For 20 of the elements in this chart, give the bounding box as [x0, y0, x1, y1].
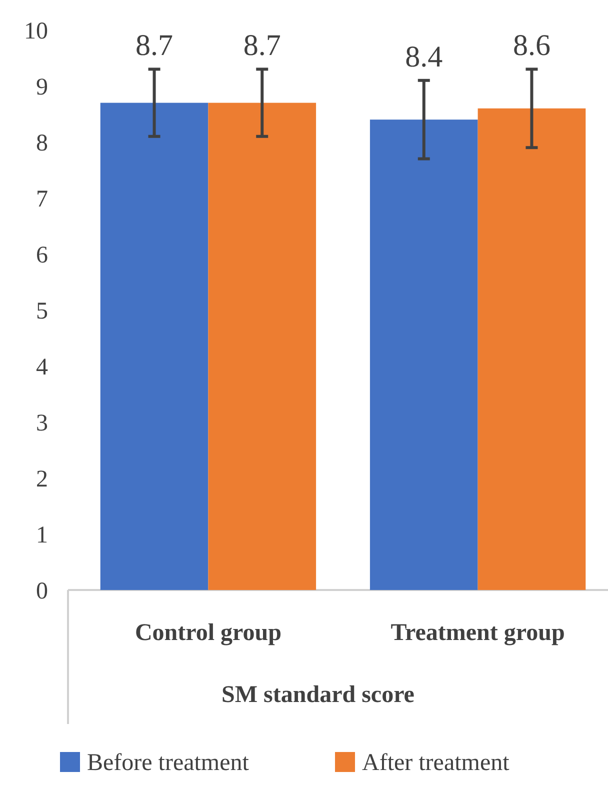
y-tick-label: 10 — [24, 18, 48, 44]
data-label: 8.4 — [405, 40, 443, 74]
y-tick-label: 7 — [36, 186, 48, 212]
y-tick-label: 4 — [36, 354, 48, 380]
legend-label: Before treatment — [87, 750, 250, 776]
x-axis-title: SM standard score — [222, 682, 415, 708]
y-tick-label: 9 — [36, 74, 48, 100]
data-label: 8.7 — [243, 29, 281, 62]
y-tick-label: 6 — [36, 242, 48, 268]
x-tick-label: Treatment group — [390, 620, 565, 646]
y-tick-label: 3 — [36, 410, 48, 436]
data-label: 8.6 — [512, 29, 550, 62]
data-label: 8.7 — [136, 29, 174, 62]
x-tick-label: Control group — [134, 620, 282, 646]
y-tick-label: 8 — [36, 130, 48, 156]
legend-label: After treatment — [362, 750, 510, 776]
y-tick-label: 2 — [36, 466, 48, 492]
y-tick-label: 1 — [36, 522, 48, 548]
y-tick-label: 0 — [36, 578, 48, 604]
y-tick-label: 5 — [36, 298, 48, 324]
